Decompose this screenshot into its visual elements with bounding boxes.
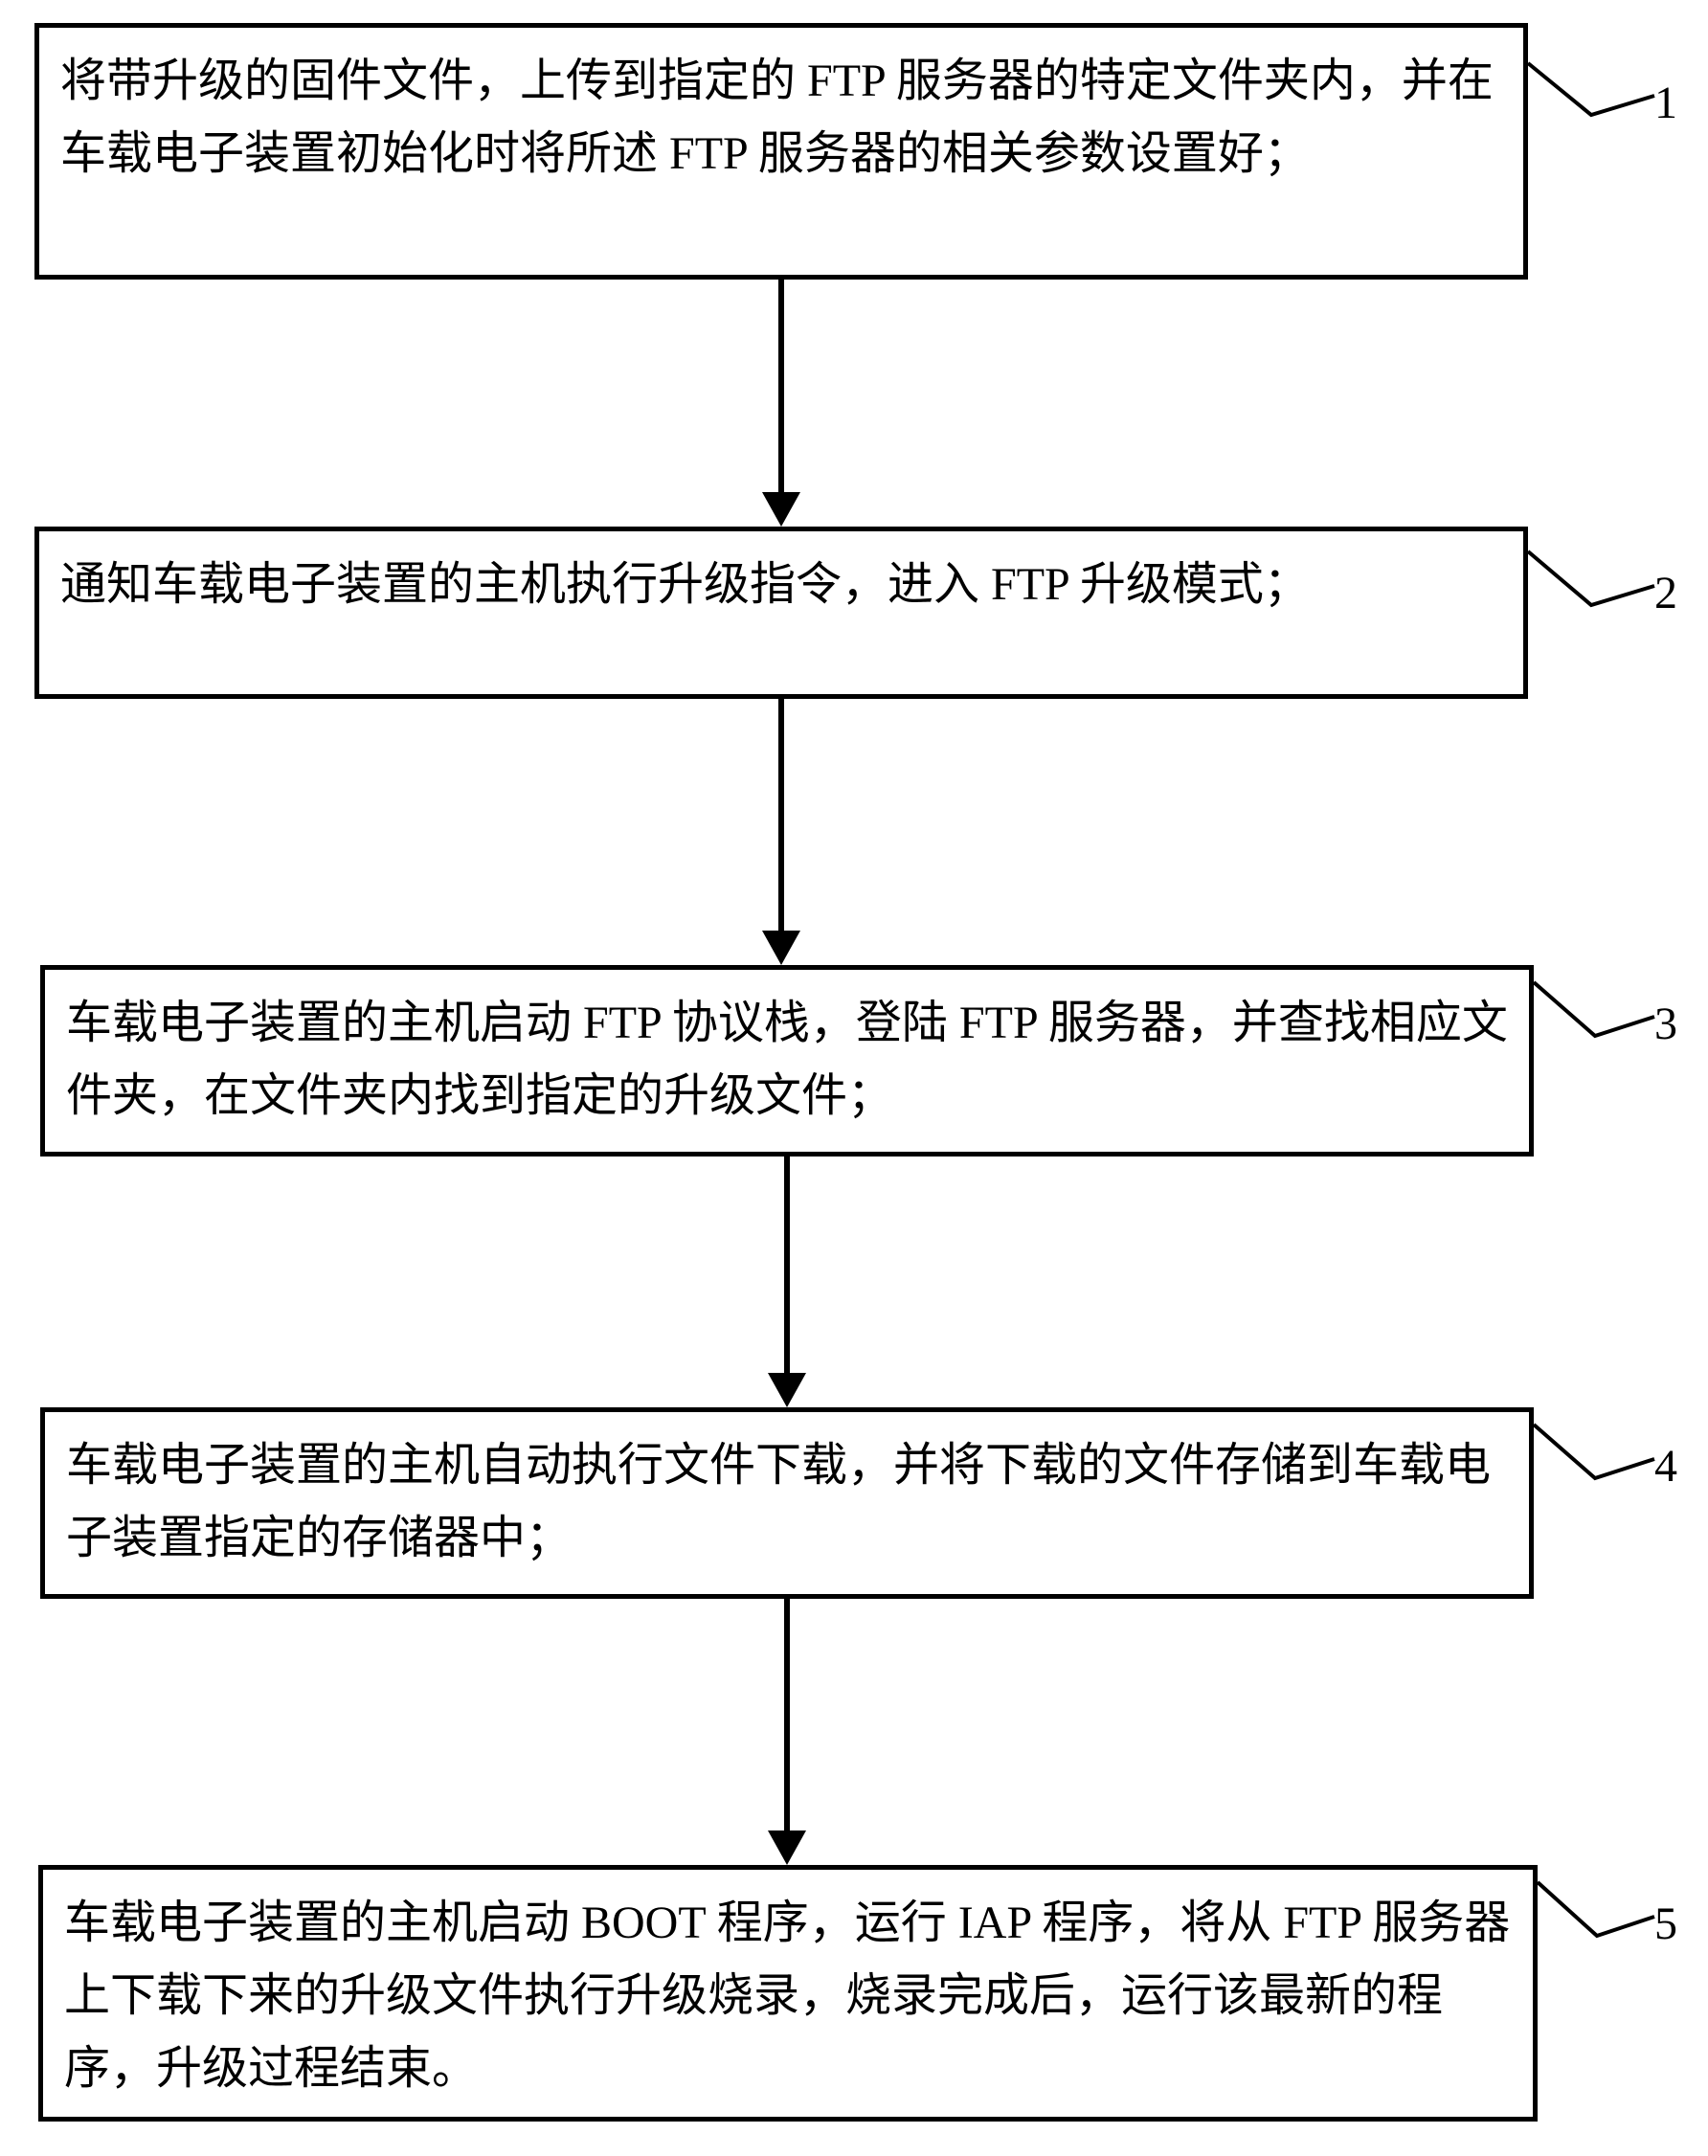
flow-node-n5: 车载电子装置的主机启动 BOOT 程序，运行 IAP 程序，将从 FTP 服务器…	[38, 1865, 1538, 2122]
flow-node-text: 车载电子装置的主机自动执行文件下载，并将下载的文件存储到车载电子装置指定的存储器…	[66, 1429, 1508, 1575]
step-number-label: 1	[1654, 77, 1677, 129]
arrow-line	[784, 1599, 790, 1830]
flowchart-canvas: 将带升级的固件文件，上传到指定的 FTP 服务器的特定文件夹内，并在车载电子装置…	[0, 0, 1708, 2156]
arrow-head-icon	[768, 1373, 806, 1407]
arrow-head-icon	[762, 492, 800, 527]
step-number-label: 5	[1654, 1898, 1677, 1950]
arrow-head-icon	[768, 1830, 806, 1865]
flow-node-text: 车载电子装置的主机启动 BOOT 程序，运行 IAP 程序，将从 FTP 服务器…	[64, 1887, 1512, 2105]
flow-node-n3: 车载电子装置的主机启动 FTP 协议栈，登陆 FTP 服务器，并查找相应文件夹，…	[40, 965, 1534, 1157]
step-number-label: 2	[1654, 567, 1677, 619]
flow-node-text: 通知车载电子装置的主机执行升级指令，进入 FTP 升级模式；	[60, 549, 1310, 621]
arrow-line	[784, 1157, 790, 1373]
arrow-line	[778, 699, 784, 931]
leader-line	[1530, 978, 1658, 1040]
arrow-line	[778, 280, 784, 492]
leader-line	[1524, 548, 1658, 609]
flow-node-n1: 将带升级的固件文件，上传到指定的 FTP 服务器的特定文件夹内，并在车载电子装置…	[34, 23, 1528, 280]
step-number-label: 3	[1654, 998, 1677, 1050]
leader-line	[1534, 1878, 1658, 1940]
leader-line	[1530, 1421, 1658, 1482]
flow-node-n2: 通知车载电子装置的主机执行升级指令，进入 FTP 升级模式；	[34, 527, 1528, 699]
flow-node-text: 车载电子装置的主机启动 FTP 协议栈，登陆 FTP 服务器，并查找相应文件夹，…	[66, 987, 1508, 1133]
step-number-label: 4	[1654, 1440, 1677, 1493]
leader-line	[1524, 59, 1658, 119]
flow-node-n4: 车载电子装置的主机自动执行文件下载，并将下载的文件存储到车载电子装置指定的存储器…	[40, 1407, 1534, 1599]
flow-node-text: 将带升级的固件文件，上传到指定的 FTP 服务器的特定文件夹内，并在车载电子装置…	[60, 45, 1502, 191]
arrow-head-icon	[762, 931, 800, 965]
